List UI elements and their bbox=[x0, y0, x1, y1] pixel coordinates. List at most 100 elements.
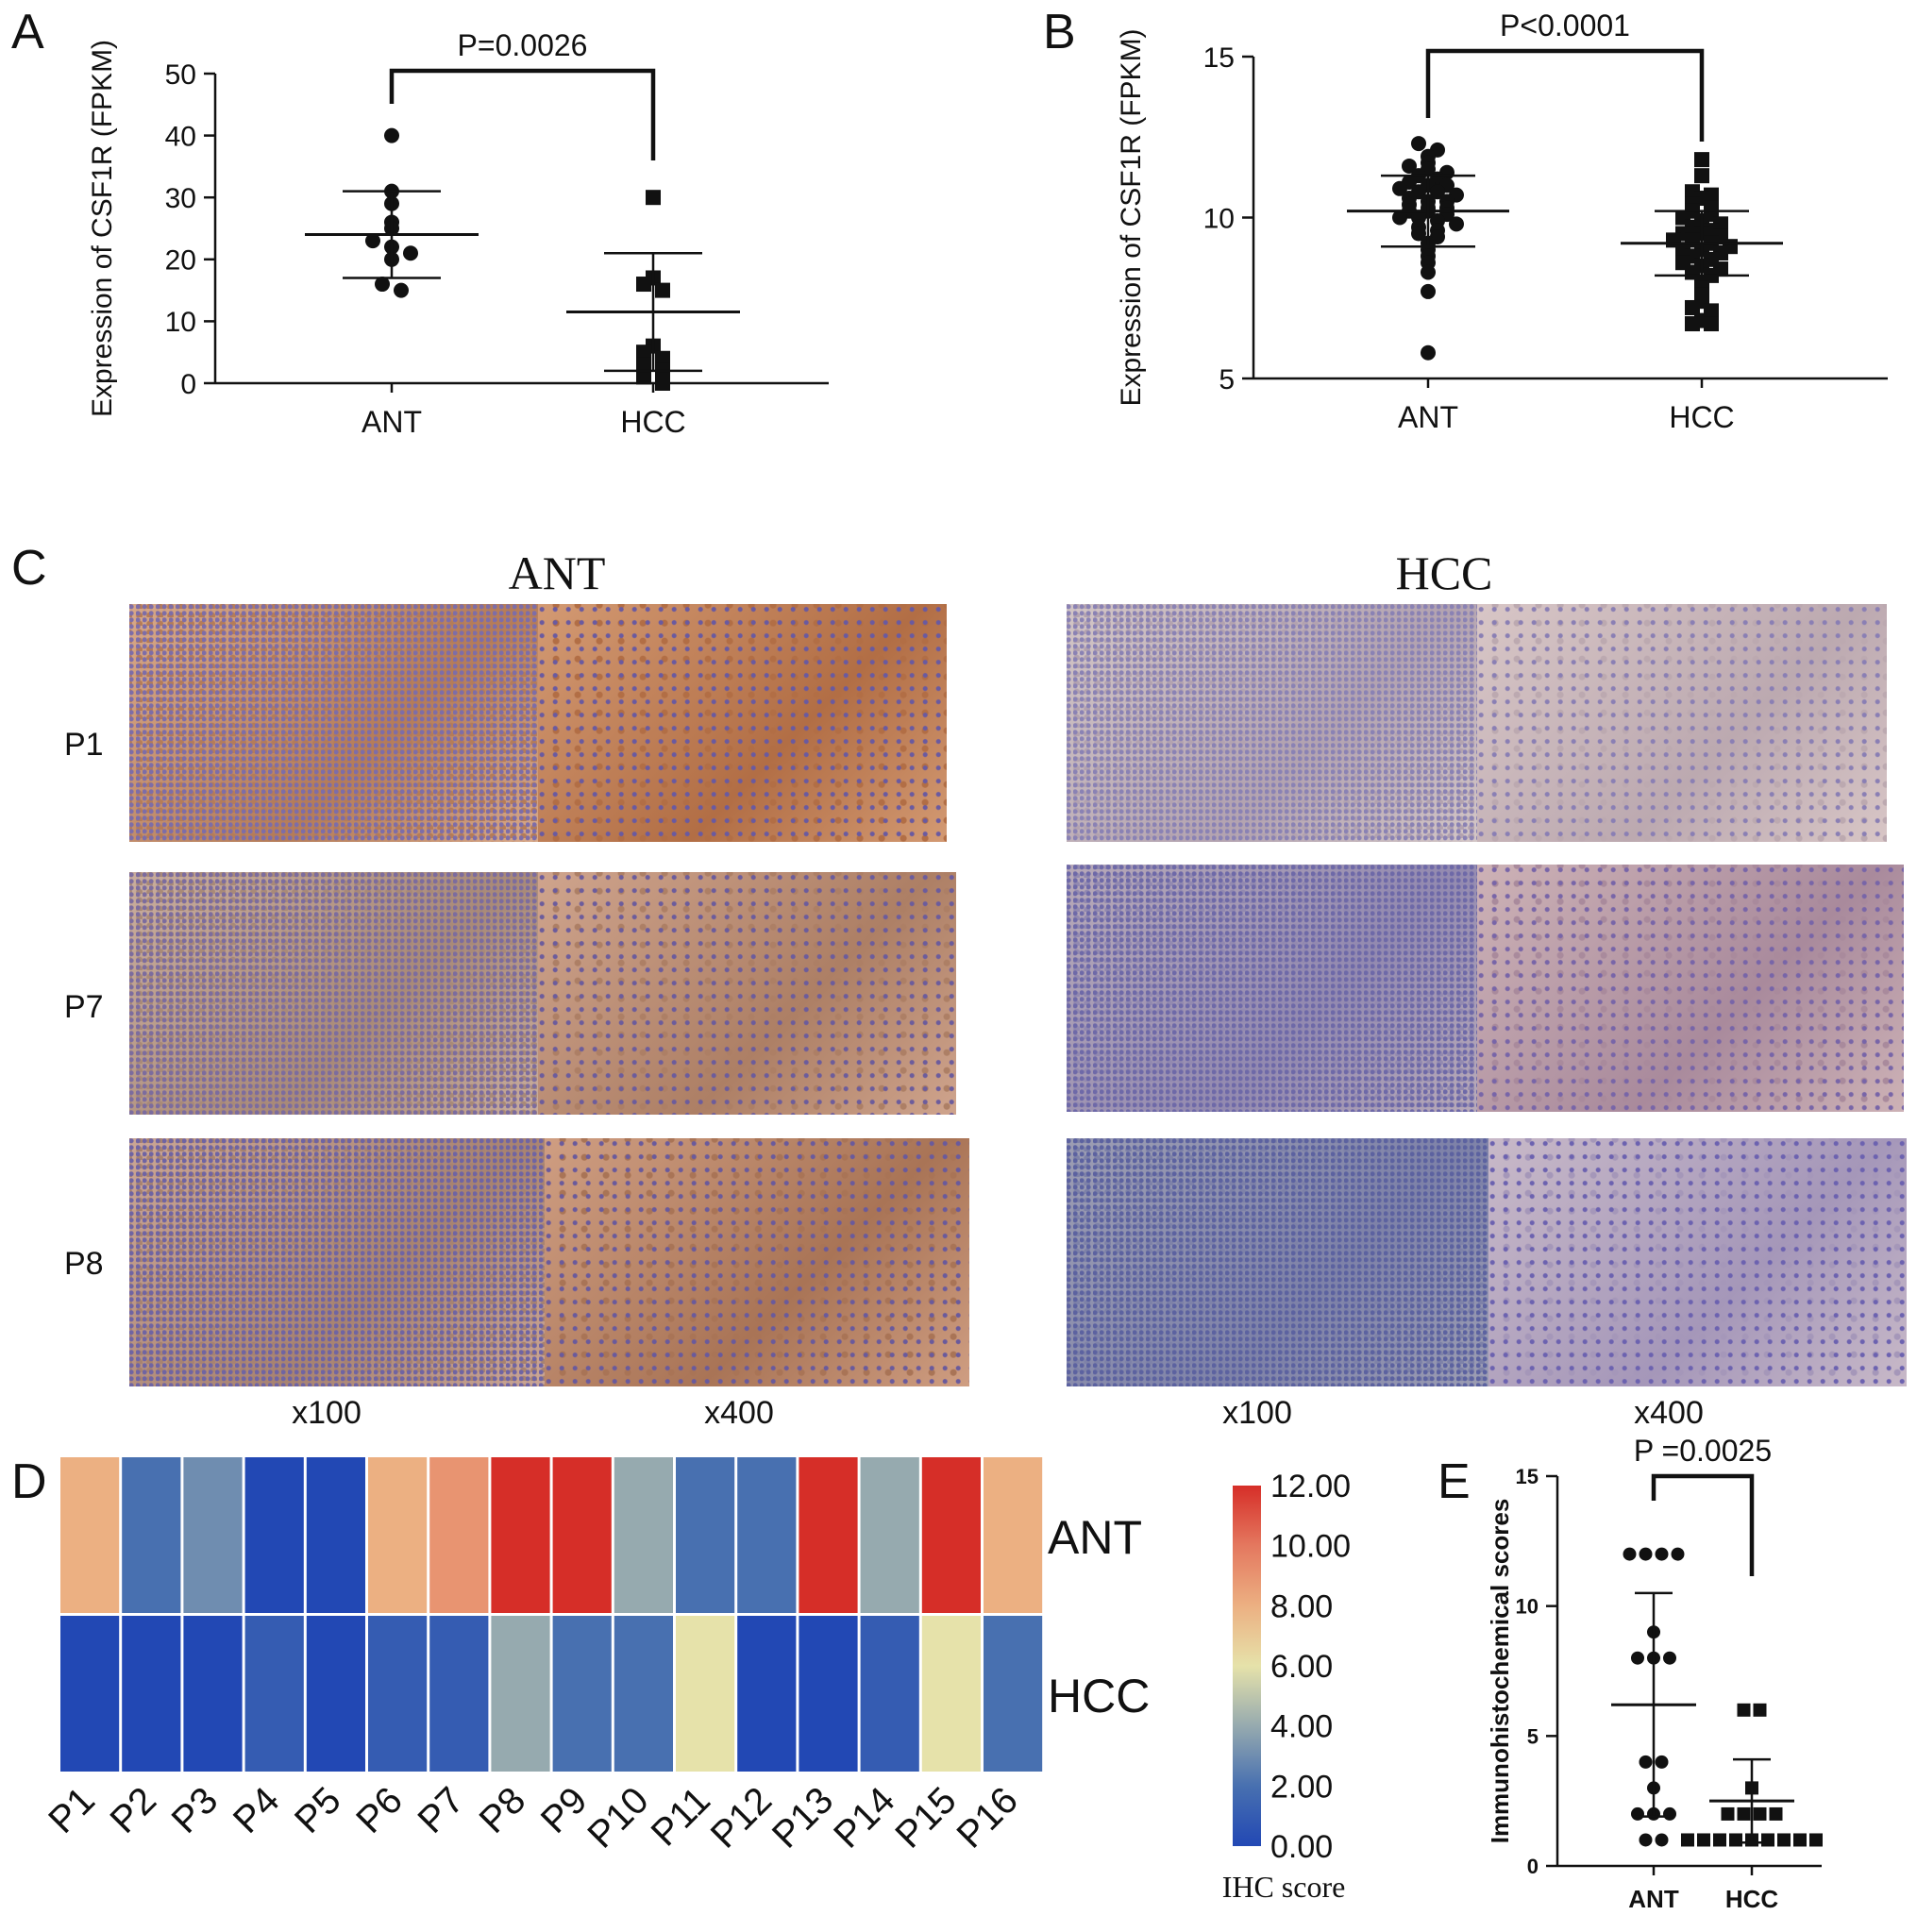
heatmap-cell bbox=[368, 1457, 428, 1613]
significance-bracket bbox=[1651, 1473, 1755, 1576]
ihc-micrograph-ant bbox=[538, 872, 956, 1115]
heatmap-cell bbox=[799, 1616, 858, 1772]
heatmap-column-label: P1 bbox=[41, 1779, 103, 1841]
mag-label-ant-x100: x100 bbox=[292, 1395, 362, 1431]
y-tick-label: 10 bbox=[1203, 203, 1235, 234]
heatmap-cell bbox=[860, 1457, 919, 1613]
y-tick-label: 15 bbox=[1516, 1465, 1539, 1488]
x-tick-label: HCC bbox=[1725, 1885, 1779, 1913]
color-scale-tick-label: 12.00 bbox=[1270, 1469, 1351, 1504]
ihc-micrograph-ant bbox=[538, 604, 947, 842]
color-scale-tick-label: 0.00 bbox=[1270, 1829, 1333, 1865]
ihc-micrograph-ant bbox=[129, 1138, 545, 1386]
color-scale-tick-label: 4.00 bbox=[1270, 1709, 1333, 1745]
data-point-hcc bbox=[1737, 1806, 1751, 1821]
x-tick-label: HCC bbox=[620, 405, 685, 439]
y-tick-label: 10 bbox=[1516, 1595, 1539, 1619]
data-point-ant bbox=[1411, 136, 1426, 152]
heatmap-cell bbox=[491, 1457, 550, 1613]
data-point-ant bbox=[1421, 283, 1436, 299]
heatmap-cell bbox=[676, 1616, 735, 1772]
data-point-ant bbox=[1671, 1547, 1685, 1561]
chart-a-scatter: 0 10 20 30 40 50 Expression of CSF1R (FPKM) ANT… bbox=[87, 28, 829, 439]
ihc-row-label-p7: P7 bbox=[64, 989, 104, 1025]
data-point-ant bbox=[1655, 1755, 1669, 1769]
y-tick-label: 30 bbox=[165, 183, 196, 214]
ihc-micrograph-hcc bbox=[1488, 1138, 1907, 1386]
heatmap-cell bbox=[60, 1457, 120, 1613]
mag-label-ant-x400: x400 bbox=[704, 1395, 774, 1431]
data-point-ant bbox=[1639, 1833, 1653, 1847]
heatmap-cell bbox=[368, 1616, 428, 1772]
data-point-hcc bbox=[1761, 1833, 1774, 1847]
data-point-ant bbox=[375, 277, 390, 293]
data-point-ant bbox=[384, 127, 399, 143]
color-scale-tick-label: 2.00 bbox=[1270, 1769, 1333, 1805]
heatmap-cell bbox=[122, 1457, 181, 1613]
ihc-micrograph-hcc bbox=[1477, 604, 1887, 842]
data-point-hcc bbox=[636, 357, 651, 373]
data-point-ant bbox=[1639, 1755, 1653, 1769]
panel-letter-a: A bbox=[11, 5, 44, 59]
ihc-micrograph-ant bbox=[129, 604, 538, 842]
heatmap-cell bbox=[60, 1616, 120, 1772]
data-point-ant bbox=[403, 245, 418, 261]
data-point-ant bbox=[1392, 210, 1407, 226]
panel-letter-c: C bbox=[11, 541, 47, 596]
data-point-hcc bbox=[1729, 1833, 1742, 1847]
heatmap-column-label: P16 bbox=[950, 1779, 1026, 1856]
data-point-ant bbox=[1631, 1651, 1644, 1665]
data-point-ant bbox=[1663, 1806, 1676, 1821]
heatmap-cell bbox=[244, 1457, 304, 1613]
y-axis-label: Expression of CSF1R (FPKM) bbox=[1116, 28, 1147, 406]
heatmap-column-label: P15 bbox=[887, 1779, 964, 1856]
y-tick-label: 40 bbox=[165, 121, 196, 152]
significance-bracket bbox=[1425, 48, 1705, 142]
chart-b-scatter: 5 10 15 Expression of CSF1R (FPKM) ANT HCC P<0… bbox=[1116, 8, 1888, 434]
data-point-hcc bbox=[646, 190, 661, 206]
ihc-micrograph-hcc bbox=[1067, 865, 1477, 1112]
heatmap-column-label: P11 bbox=[644, 1779, 718, 1854]
y-tick-label: 5 bbox=[1219, 364, 1235, 395]
heatmap-cell bbox=[306, 1616, 365, 1772]
data-point-hcc bbox=[1681, 1833, 1694, 1847]
y-tick-label: 20 bbox=[165, 245, 196, 277]
data-point-ant bbox=[1663, 1651, 1676, 1665]
color-scale-label: IHC score bbox=[1222, 1870, 1346, 1904]
heatmap-cell bbox=[737, 1457, 797, 1613]
data-point-hcc bbox=[1694, 152, 1709, 168]
heatmap-column-label: P13 bbox=[765, 1779, 841, 1856]
heatmap-cell bbox=[737, 1616, 797, 1772]
data-point-ant bbox=[1411, 226, 1426, 242]
heatmap-row-label: ANT bbox=[1048, 1511, 1142, 1564]
color-scale-tick-label: 8.00 bbox=[1270, 1588, 1333, 1624]
data-point-hcc bbox=[1685, 299, 1700, 315]
ihc-micrograph-ant bbox=[129, 872, 538, 1115]
color-scale-tick-label: 6.00 bbox=[1270, 1649, 1333, 1685]
y-tick-label: 5 bbox=[1527, 1724, 1539, 1748]
color-scale-tick-label: 10.00 bbox=[1270, 1529, 1351, 1565]
data-point-ant bbox=[1421, 344, 1436, 361]
p-value-annotation: P=0.0026 bbox=[458, 28, 588, 62]
heatmap-cell bbox=[122, 1616, 181, 1772]
data-point-hcc bbox=[1713, 1833, 1726, 1847]
panel-letter-b: B bbox=[1043, 5, 1076, 59]
mag-label-hcc-x100: x100 bbox=[1222, 1395, 1292, 1431]
data-point-ant bbox=[365, 233, 380, 249]
data-point-hcc bbox=[655, 282, 670, 298]
data-point-hcc bbox=[1694, 168, 1709, 184]
color-scale-bar bbox=[1233, 1486, 1261, 1846]
x-tick-label: ANT bbox=[1398, 400, 1458, 434]
data-point-hcc bbox=[1737, 1703, 1751, 1717]
data-point-hcc bbox=[1769, 1806, 1783, 1821]
x-tick-label: HCC bbox=[1669, 400, 1734, 434]
heatmap-column-label: P3 bbox=[164, 1779, 227, 1841]
data-point-ant bbox=[1430, 184, 1445, 200]
data-point-ant bbox=[1392, 180, 1407, 196]
heatmap-cell bbox=[552, 1457, 612, 1613]
heatmap-cell bbox=[984, 1616, 1043, 1772]
heatmap-cell bbox=[614, 1616, 673, 1772]
ihc-row-label-p1: P1 bbox=[64, 727, 104, 763]
data-point-hcc bbox=[636, 277, 651, 293]
heatmap-cell bbox=[921, 1457, 981, 1613]
